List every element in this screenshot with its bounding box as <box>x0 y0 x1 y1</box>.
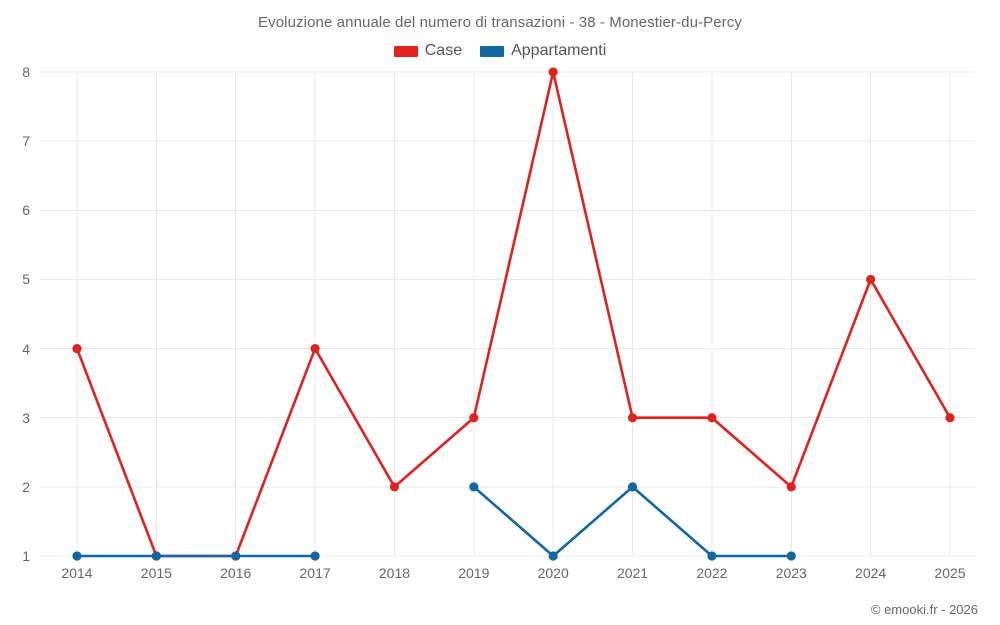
legend-label-appartamenti: Appartamenti <box>511 42 607 59</box>
x-axis-tick-label: 2023 <box>775 565 807 581</box>
copyright-credit: © emooki.fr - 2026 <box>870 602 978 617</box>
data-point[interactable] <box>786 482 796 492</box>
legend-item-case[interactable]: Case <box>393 42 463 60</box>
data-point[interactable] <box>548 551 558 561</box>
data-point[interactable] <box>707 551 717 561</box>
y-axis-tick-label: 1 <box>22 548 30 564</box>
data-point[interactable] <box>231 551 241 561</box>
data-point[interactable] <box>469 482 479 492</box>
data-point[interactable] <box>469 413 479 423</box>
data-point[interactable] <box>786 551 796 561</box>
y-axis-tick-label: 2 <box>22 478 30 495</box>
y-axis-tick-label: 8 <box>22 64 30 80</box>
x-axis-tick-label: 2022 <box>696 565 728 581</box>
legend-label-case: Case <box>424 42 463 59</box>
data-point[interactable] <box>72 343 82 354</box>
x-axis-tick-label: 2017 <box>299 565 331 581</box>
legend-swatch-case <box>393 45 418 57</box>
x-axis-tick-label: 2019 <box>458 565 490 581</box>
data-point[interactable] <box>707 413 717 423</box>
gridlines <box>40 71 975 557</box>
x-axis-tick-label: 2016 <box>220 565 252 581</box>
x-axis-tick-label: 2014 <box>61 565 93 581</box>
legend-item-appartamenti[interactable]: Appartamenti <box>480 42 606 60</box>
data-point[interactable] <box>866 274 876 285</box>
y-axis-tick-label: 4 <box>22 340 30 357</box>
y-axis-tick-label: 3 <box>22 409 30 426</box>
data-point[interactable] <box>310 551 320 561</box>
data-point[interactable] <box>548 67 558 77</box>
data-point[interactable] <box>389 482 400 492</box>
data-point[interactable] <box>945 413 955 423</box>
chart-title: Evoluzione annuale del numero di transaz… <box>258 14 742 31</box>
x-axis-tick-label: 2015 <box>140 565 172 581</box>
chart-legend: Case Appartamenti <box>0 42 1000 60</box>
data-point[interactable] <box>627 413 638 423</box>
series-line-case <box>75 70 952 558</box>
x-axis-tick-label: 2024 <box>855 565 887 581</box>
x-axis-tick-label: 2020 <box>537 565 569 581</box>
y-axis-tick-label: 5 <box>22 271 30 288</box>
y-axis-tick-label: 7 <box>22 133 30 150</box>
y-axis-tick-label: 6 <box>22 202 30 219</box>
x-axis-tick-label: 2018 <box>378 565 411 581</box>
data-point[interactable] <box>310 343 320 354</box>
x-axis-tick-label: 2021 <box>616 565 649 581</box>
data-series-layer <box>72 67 955 561</box>
data-point[interactable] <box>151 551 161 561</box>
data-point[interactable] <box>627 482 638 492</box>
legend-swatch-appartamenti <box>480 45 505 57</box>
x-axis-tick-label: 2025 <box>934 565 966 581</box>
data-point[interactable] <box>72 551 82 561</box>
